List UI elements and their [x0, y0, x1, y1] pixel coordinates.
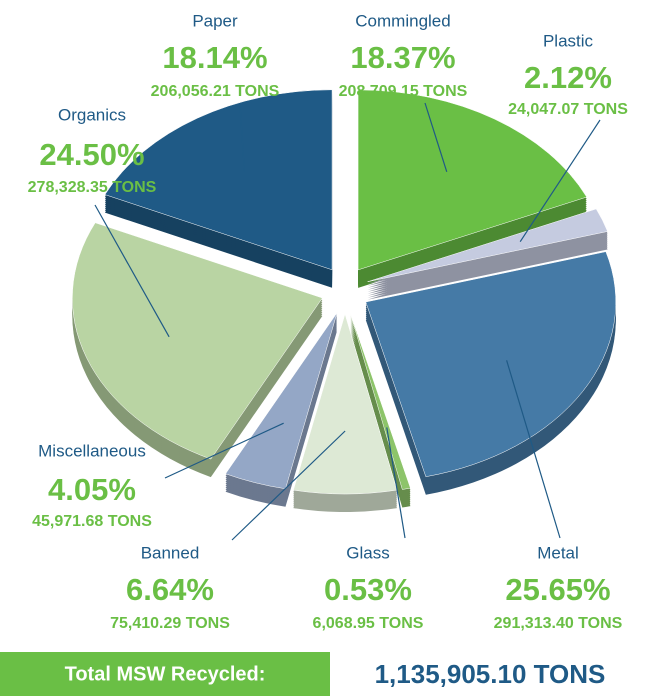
slice-name: Glass	[346, 543, 389, 562]
slice	[72, 222, 323, 460]
slice-name: Metal	[537, 543, 579, 562]
leader-line	[519, 119, 601, 242]
slice-percent: 0.53%	[324, 572, 412, 607]
slice-name: Banned	[141, 543, 200, 562]
leader-line	[239, 104, 245, 172]
slice-tons: 278,328.35 TONS	[28, 179, 157, 196]
leader-line	[424, 102, 448, 173]
leader-line	[231, 430, 346, 541]
slice	[367, 208, 608, 283]
slice-percent: 18.14%	[162, 40, 267, 75]
slice-percent: 25.65%	[505, 572, 610, 607]
slice-tons: 208,709.15 TONS	[339, 83, 468, 100]
total-label-bar	[0, 652, 330, 696]
slice-name: Miscellaneous	[38, 441, 146, 460]
slice-tons: 45,971.68 TONS	[32, 513, 152, 530]
slice-tons: 24,047.07 TONS	[508, 101, 628, 118]
slice-name: Commingled	[355, 11, 450, 30]
slice	[357, 89, 588, 271]
slice-percent: 6.64%	[126, 572, 214, 607]
leader-line	[506, 360, 561, 539]
slice-name: Plastic	[543, 31, 594, 50]
slice-percent: 18.37%	[350, 40, 455, 75]
slice-tons: 206,056.21 TONS	[151, 83, 280, 100]
pie	[72, 89, 616, 512]
slice-tons: 75,410.29 TONS	[110, 615, 230, 632]
slice-name: Organics	[58, 105, 126, 124]
slice-tons: 291,313.40 TONS	[494, 615, 623, 632]
total-value: 1,135,905.10 TONS	[375, 659, 606, 689]
slice-tons: 6,068.95 TONS	[313, 615, 424, 632]
slice-percent: 4.05%	[48, 472, 136, 507]
total-label: Total MSW Recycled:	[65, 663, 266, 685]
slice	[104, 89, 333, 271]
slice	[365, 251, 616, 477]
slice-name: Paper	[192, 11, 238, 30]
leader-line	[386, 427, 406, 539]
leader-line	[94, 204, 170, 338]
slice-percent: 2.12%	[524, 60, 612, 95]
leader-line	[164, 422, 284, 479]
slice-percent: 24.50%	[39, 137, 144, 172]
slice	[350, 313, 411, 490]
